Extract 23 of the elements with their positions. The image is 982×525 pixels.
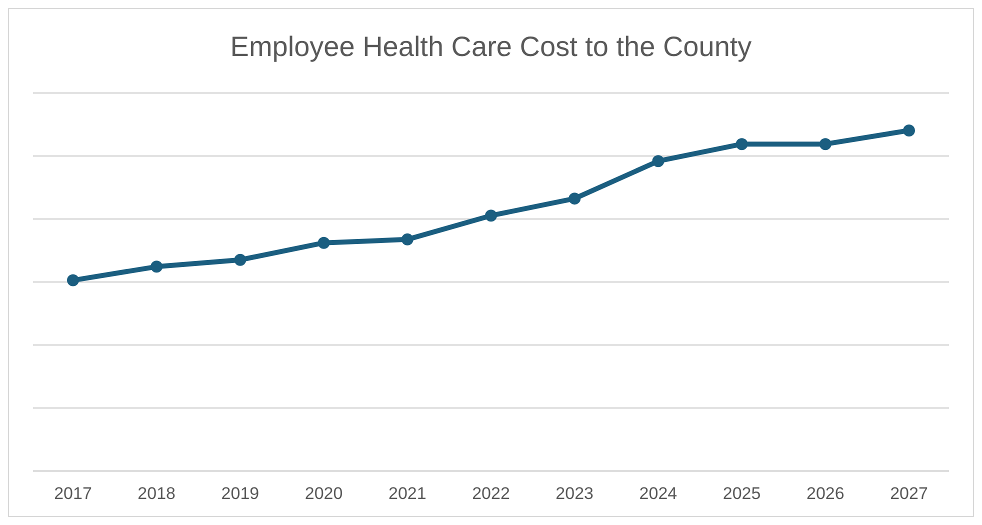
point bbox=[903, 124, 915, 136]
point bbox=[234, 254, 246, 266]
point bbox=[568, 192, 581, 205]
point bbox=[736, 138, 748, 150]
x-tick-label: 2018 bbox=[138, 484, 176, 504]
point bbox=[67, 274, 79, 286]
x-tick-label: 2024 bbox=[639, 484, 678, 504]
point bbox=[485, 210, 497, 222]
point bbox=[318, 236, 330, 249]
x-tick-label: 2019 bbox=[221, 484, 260, 504]
x-tick-label: 2020 bbox=[304, 484, 343, 504]
chart-title: Employee Health Care Cost to the County bbox=[229, 30, 753, 64]
x-tick-label: 2022 bbox=[472, 484, 510, 504]
point bbox=[401, 233, 414, 246]
point bbox=[150, 260, 163, 273]
x-tick-label: 2021 bbox=[388, 484, 426, 504]
x-tick-label: 2025 bbox=[722, 484, 761, 504]
x-tick-label: 2027 bbox=[890, 484, 928, 504]
x-tick-label: 2023 bbox=[556, 484, 594, 504]
x-tick-label: 2026 bbox=[806, 484, 844, 504]
point bbox=[652, 155, 664, 168]
x-tick-label: 2017 bbox=[54, 484, 92, 504]
point bbox=[819, 138, 832, 150]
